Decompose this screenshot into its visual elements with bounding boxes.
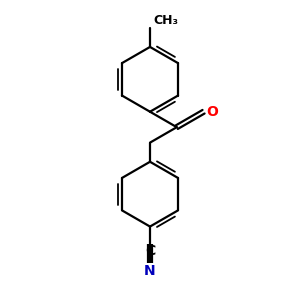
Text: N: N (144, 264, 156, 278)
Text: CH₃: CH₃ (153, 14, 178, 27)
Text: O: O (206, 105, 218, 119)
Text: C: C (145, 244, 155, 258)
